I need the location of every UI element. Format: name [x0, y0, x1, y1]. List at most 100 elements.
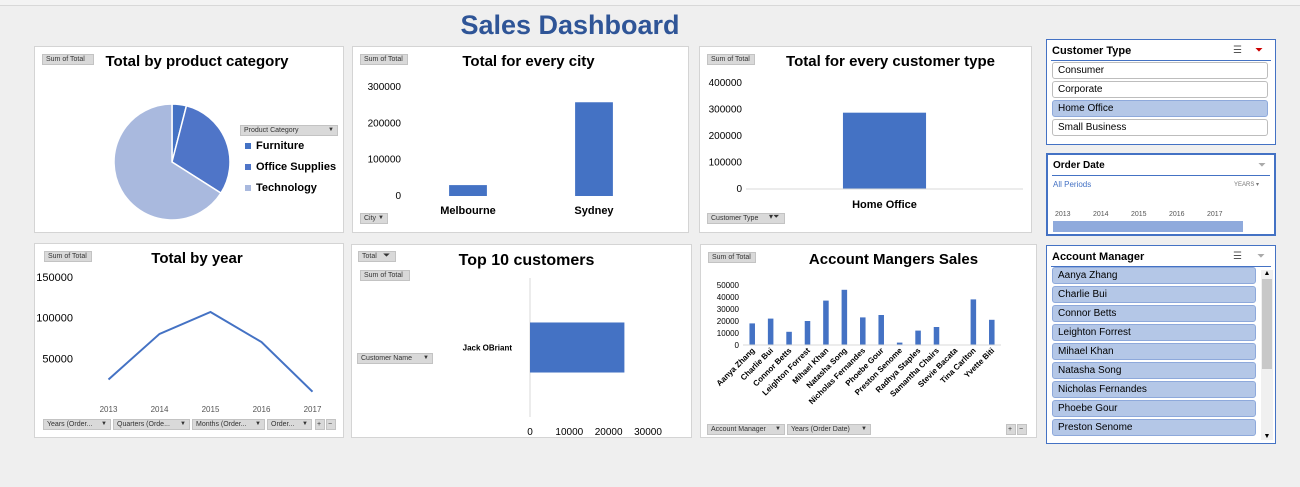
bar[interactable]	[878, 315, 884, 345]
chart-panel-account-managers[interactable]: Sum of Total Account Mangers Sales 0 1000…	[700, 244, 1037, 438]
slicer-item-nicholas-fernandes[interactable]: Nicholas Fernandes	[1052, 381, 1256, 398]
years-order-date-filter-button[interactable]: Years (Order Date)	[787, 424, 871, 435]
chart-panel-product-category[interactable]: Sum of Total Total by product category P…	[34, 46, 344, 233]
timeline-bar[interactable]	[1053, 221, 1243, 232]
chart-panel-customer-type[interactable]: Sum of Total Total for every customer ty…	[699, 46, 1032, 233]
bar[interactable]	[989, 319, 995, 345]
order-filter-button[interactable]: Order...	[267, 419, 312, 430]
slicer-scrollbar[interactable]: ▲ ▼	[1261, 270, 1273, 440]
expand-button[interactable]: +	[315, 419, 325, 430]
chart-panel-city[interactable]: Sum of Total Total for every city 0 10000…	[352, 46, 689, 233]
scroll-thumb[interactable]	[1262, 279, 1272, 369]
years-filter-button[interactable]: Years (Order...	[43, 419, 111, 430]
y-tick-label: 100000	[368, 155, 402, 166]
quarters-filter-button[interactable]: Quarters (Orde...	[113, 419, 190, 430]
slicer-item-leighton-forrest[interactable]: Leighton Forrest	[1052, 324, 1256, 341]
bar[interactable]	[575, 102, 613, 196]
y-tick-label: 0	[395, 191, 401, 202]
city-filter-button[interactable]: City	[360, 213, 388, 224]
slicer-title: Customer Type	[1052, 45, 1132, 57]
slicer-item-charlie-bui[interactable]: Charlie Bui	[1052, 286, 1256, 303]
slicer-item-corporate[interactable]: Corporate	[1052, 81, 1268, 98]
x-tick-label: Melbourne	[440, 205, 496, 217]
pie-slice-office-supplies[interactable]	[171, 104, 231, 195]
expand-button[interactable]: +	[1006, 424, 1016, 435]
collapse-button[interactable]: −	[326, 419, 336, 430]
x-tick-label: 2013	[100, 405, 118, 414]
total-filter-button[interactable]: Total	[358, 251, 396, 262]
sum-of-total-button[interactable]: Sum of Total	[360, 54, 408, 65]
months-filter-button[interactable]: Months (Order...	[192, 419, 265, 430]
bar[interactable]	[804, 321, 811, 345]
bar[interactable]	[896, 342, 903, 345]
multi-select-icon[interactable]: ☰	[1233, 45, 1242, 56]
clear-filter-icon[interactable]: ⏷	[1258, 160, 1266, 171]
sum-of-total-button[interactable]: Sum of Total	[360, 270, 410, 281]
year-line-chart: 50000 100000 150000 2013 2014 2015 2016 2017	[36, 272, 322, 414]
filter-funnel-icon[interactable]: ⏷	[383, 250, 391, 260]
x-tick-label: 2014	[151, 405, 169, 414]
filter-funnel-icon[interactable]: ▾⏷	[769, 212, 780, 221]
chart-panel-year[interactable]: Sum of Total Total by year 50000 100000 15…	[34, 243, 344, 438]
account-manager-filter-button[interactable]: Account Manager	[707, 424, 785, 435]
y-tick-label: 300000	[368, 82, 402, 93]
y-tick-label: 300000	[709, 105, 743, 116]
bar[interactable]	[841, 289, 848, 345]
chart-title: Total by year	[151, 250, 243, 267]
sum-of-total-button[interactable]: Sum of Total	[42, 54, 94, 65]
series-line[interactable]	[107, 310, 314, 393]
clear-filter-icon[interactable]: ⏷	[1257, 251, 1265, 262]
pie-chart	[113, 103, 231, 221]
y-tick-label: 0	[736, 184, 742, 195]
slicer-title: Account Manager	[1052, 251, 1145, 263]
slicer-item-small-business[interactable]: Small Business	[1052, 119, 1268, 136]
bar[interactable]	[860, 317, 866, 345]
sum-of-total-button[interactable]: Sum of Total	[44, 251, 92, 262]
chart-panel-top10[interactable]: Total ⏷ Sum of Total Top 10 customers 0 1…	[351, 244, 692, 438]
order-date-timeline[interactable]: Order Date ⏷ All Periods YEARS ▾ 2013 201…	[1046, 153, 1276, 236]
bar[interactable]	[823, 300, 829, 345]
y-tick-label: 20000	[717, 317, 740, 326]
bar[interactable]	[842, 112, 927, 189]
bar[interactable]	[449, 185, 487, 196]
timeline-year-label: 2013	[1055, 211, 1071, 218]
product-category-filter-button[interactable]: Product Category	[240, 125, 338, 136]
slicer-item-consumer[interactable]: Consumer	[1052, 62, 1268, 79]
account-manager-slicer[interactable]: Account Manager ☰ ⏷ Aanya Zhang Charlie B…	[1046, 245, 1276, 444]
y-tick-label: 100000	[36, 313, 73, 325]
customer-type-filter-button[interactable]: Customer Type	[707, 213, 785, 224]
slicer-item-home-office[interactable]: Home Office	[1052, 100, 1268, 117]
sum-of-total-button[interactable]: Sum of Total	[707, 54, 755, 65]
slicer-item-preston-senome[interactable]: Preston Senome	[1052, 419, 1256, 436]
multi-select-icon[interactable]: ☰	[1233, 251, 1242, 262]
bar[interactable]	[915, 330, 921, 345]
time-level-select[interactable]: YEARS ▾	[1234, 182, 1260, 188]
scroll-down-icon[interactable]: ▼	[1263, 433, 1271, 440]
timeline-year-label: 2016	[1169, 211, 1185, 218]
x-tick-label: Home Office	[852, 199, 917, 211]
slicer-item-aanya-zhang[interactable]: Aanya Zhang	[1052, 267, 1256, 284]
bar[interactable]	[970, 299, 977, 345]
sum-of-total-button[interactable]: Sum of Total	[708, 252, 756, 263]
x-tick-label: 20000	[595, 427, 623, 438]
customer-name-filter-button[interactable]: Customer Name	[357, 353, 433, 364]
chart-title: Top 10 customers	[458, 252, 595, 269]
slicer-item-connor-betts[interactable]: Connor Betts	[1052, 305, 1256, 322]
bar[interactable]	[530, 322, 625, 373]
bar[interactable]	[933, 327, 940, 345]
legend-item: Technology	[245, 182, 317, 194]
x-tick-label: 2015	[202, 405, 220, 414]
scroll-up-icon[interactable]: ▲	[1263, 270, 1271, 277]
customer-type-slicer[interactable]: Customer Type ☰ ⏷ Consumer Corporate Home …	[1046, 39, 1276, 145]
bar[interactable]	[767, 318, 774, 345]
slicer-item-phoebe-gour[interactable]: Phoebe Gour	[1052, 400, 1256, 417]
bar[interactable]	[786, 331, 792, 345]
legend-item: Office Supplies	[245, 161, 336, 173]
x-tick-label: 10000	[555, 427, 583, 438]
pie-slice-technology[interactable]	[113, 103, 223, 221]
clear-filter-icon[interactable]: ⏷	[1255, 45, 1263, 56]
bar[interactable]	[749, 323, 755, 345]
slicer-item-mihael-khan[interactable]: Mihael Khan	[1052, 343, 1256, 360]
slicer-item-natasha-song[interactable]: Natasha Song	[1052, 362, 1256, 379]
collapse-button[interactable]: −	[1017, 424, 1027, 435]
